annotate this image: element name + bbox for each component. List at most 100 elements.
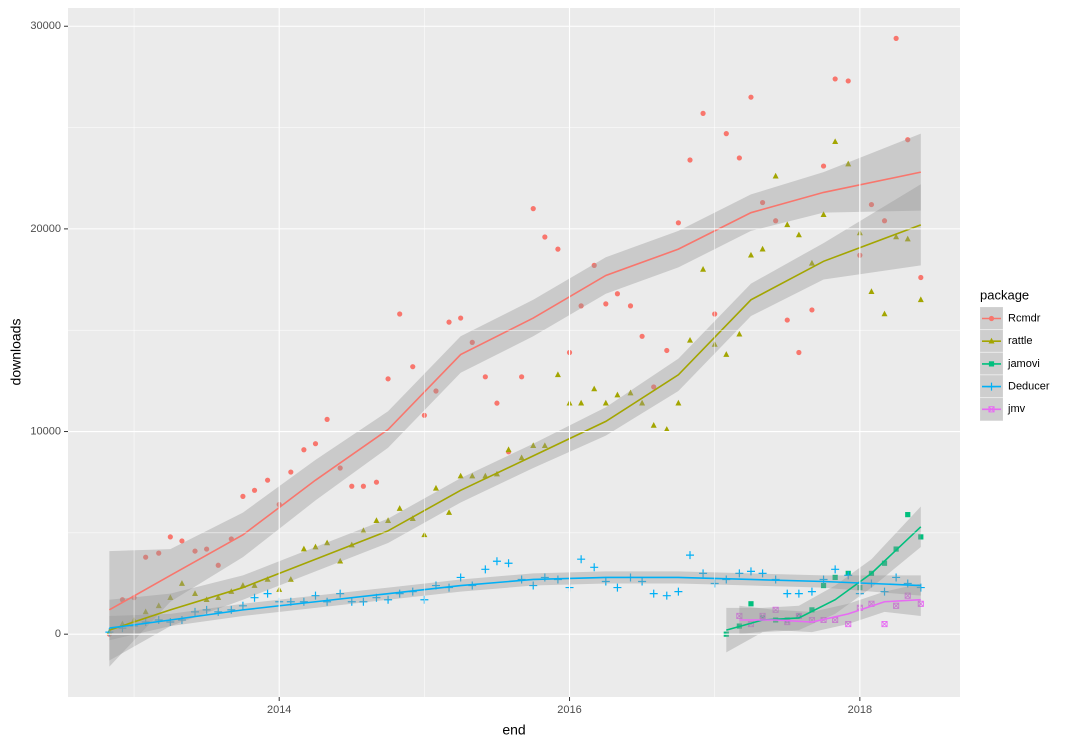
point — [215, 594, 222, 601]
legend-label: jmv — [1007, 403, 1026, 415]
point — [469, 339, 475, 345]
x-tick-label: 2016 — [557, 704, 581, 716]
point — [238, 601, 247, 610]
plot-layer — [105, 35, 925, 667]
point — [601, 577, 610, 586]
point — [759, 615, 766, 621]
point — [832, 138, 839, 145]
point — [868, 201, 875, 208]
point — [250, 593, 259, 602]
point — [337, 465, 343, 471]
point — [904, 235, 911, 242]
point — [699, 569, 708, 578]
point — [627, 303, 634, 309]
point — [905, 137, 911, 143]
point — [783, 589, 792, 598]
legend-label: Deducer — [1008, 381, 1050, 393]
point — [602, 399, 609, 406]
point — [555, 246, 561, 252]
point — [591, 262, 597, 268]
point — [324, 416, 330, 422]
legend-symbol — [988, 337, 995, 344]
point — [446, 509, 453, 515]
point — [518, 454, 525, 461]
point — [807, 587, 816, 596]
point — [591, 385, 598, 392]
point — [251, 487, 258, 493]
point — [384, 595, 393, 604]
x-tick-label: 2018 — [848, 704, 872, 716]
legend-symbol — [988, 315, 995, 322]
point — [167, 534, 173, 540]
point — [759, 245, 766, 252]
point — [214, 607, 223, 616]
point — [903, 579, 912, 588]
point — [299, 597, 308, 606]
point — [505, 446, 512, 453]
point — [746, 567, 755, 576]
y-tick-label: 0 — [55, 628, 61, 640]
point — [700, 266, 707, 272]
point — [614, 391, 621, 398]
point — [349, 483, 355, 489]
point — [263, 589, 272, 598]
point — [288, 469, 294, 475]
x-axis-title: end — [502, 722, 525, 738]
point — [613, 583, 622, 592]
confidence-band — [109, 184, 921, 661]
point — [880, 587, 889, 596]
point — [154, 615, 163, 624]
point — [336, 589, 345, 598]
point — [323, 597, 332, 606]
point — [227, 605, 236, 614]
point — [651, 384, 657, 390]
point — [301, 447, 307, 453]
point — [759, 612, 766, 619]
point — [482, 374, 488, 380]
point — [747, 251, 754, 258]
point — [373, 517, 380, 523]
point — [385, 517, 392, 523]
point — [215, 562, 221, 568]
point — [772, 606, 779, 613]
legend-symbol — [988, 361, 995, 367]
y-tick-label: 30000 — [30, 20, 61, 32]
point — [155, 602, 162, 609]
point — [748, 601, 754, 607]
point — [603, 301, 609, 307]
point — [494, 400, 500, 406]
point — [469, 472, 476, 479]
point — [395, 589, 404, 598]
y-tick-label: 20000 — [30, 223, 61, 235]
point — [202, 605, 211, 614]
point — [504, 559, 513, 568]
point — [179, 538, 185, 544]
point — [614, 291, 621, 297]
point — [773, 218, 779, 224]
point — [675, 399, 682, 406]
y-axis-title: downloads — [8, 319, 24, 386]
point — [590, 563, 599, 572]
point — [687, 336, 694, 343]
point — [540, 573, 549, 582]
point — [481, 565, 490, 574]
legend-label: jamovi — [1007, 358, 1040, 370]
point — [492, 557, 501, 566]
point — [845, 160, 852, 167]
point — [917, 296, 924, 303]
point — [143, 554, 149, 560]
point — [820, 211, 827, 217]
point — [178, 580, 185, 586]
point — [881, 620, 888, 628]
point — [795, 231, 802, 238]
point — [700, 110, 706, 116]
point — [748, 94, 754, 100]
point — [881, 310, 888, 317]
point — [204, 546, 210, 552]
point — [446, 319, 452, 325]
x-tick-label: 2014 — [267, 704, 291, 716]
point — [736, 155, 742, 161]
point — [192, 548, 198, 554]
legend-label: rattle — [1008, 335, 1032, 347]
